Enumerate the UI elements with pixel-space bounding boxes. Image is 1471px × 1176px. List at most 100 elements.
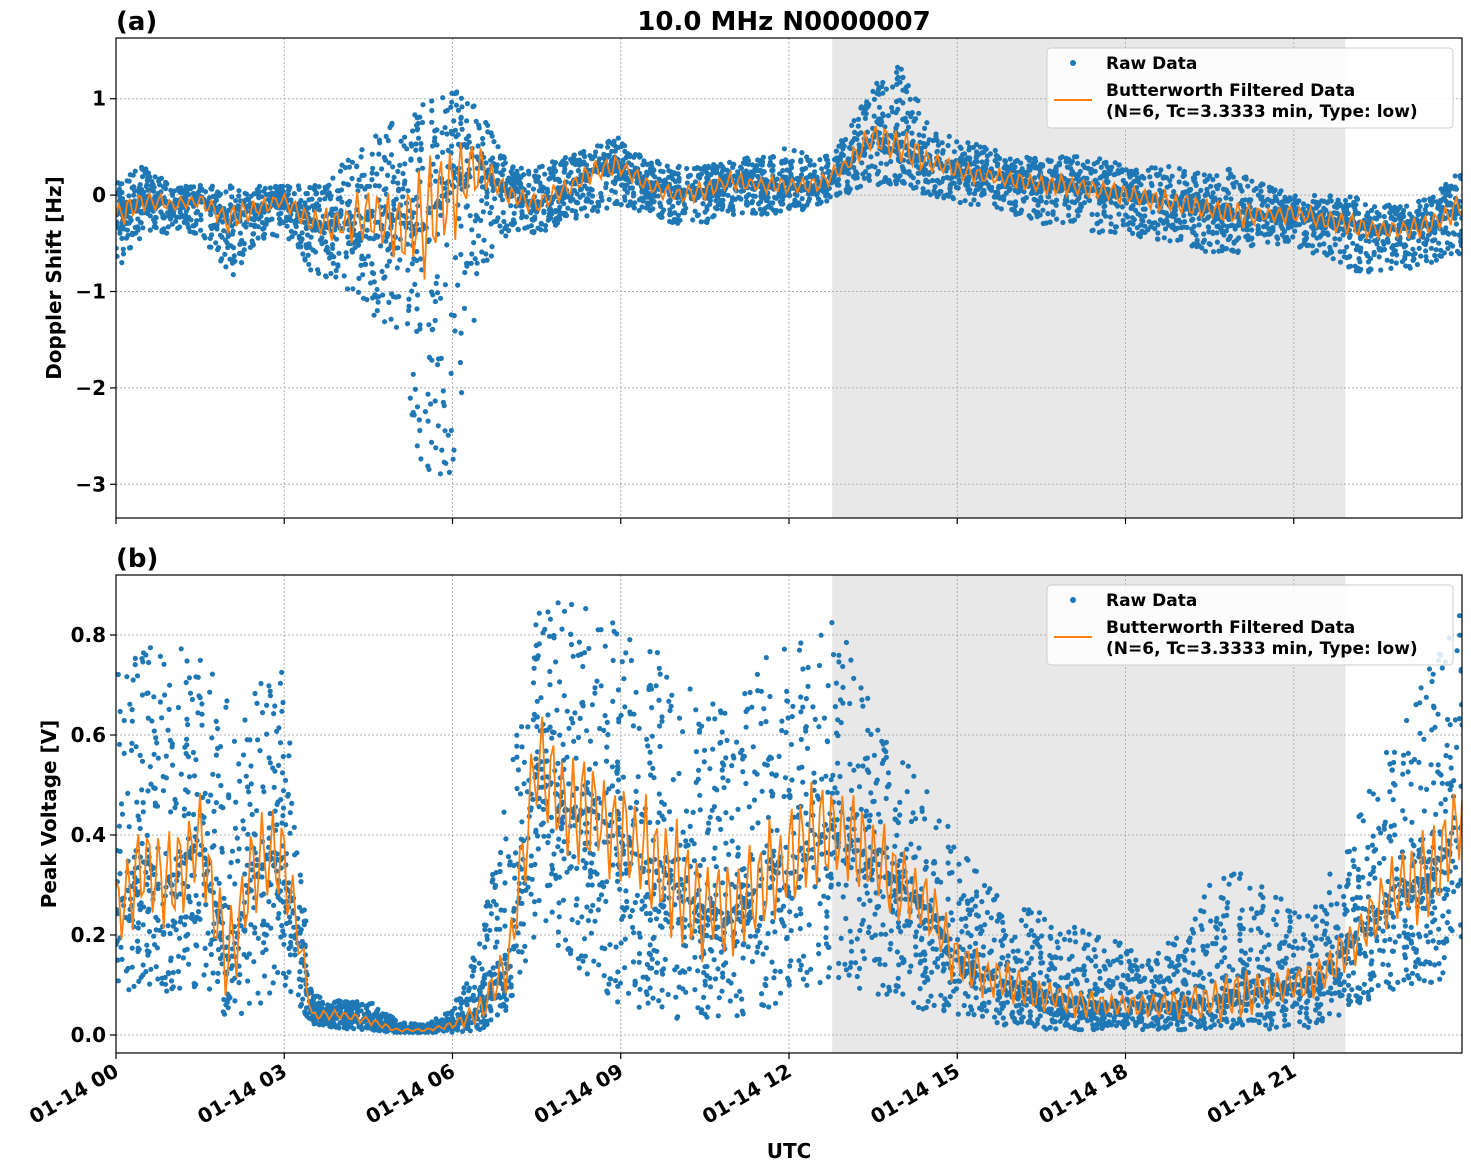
raw-data-point: [1027, 213, 1032, 218]
raw-data-point: [365, 217, 370, 222]
raw-data-point: [489, 205, 494, 210]
raw-data-point: [460, 127, 465, 132]
y-tick-label: −3: [75, 472, 106, 496]
raw-data-point: [993, 158, 998, 163]
raw-data-point: [372, 313, 377, 318]
raw-data-point: [314, 201, 319, 206]
raw-data-point: [1150, 221, 1155, 226]
raw-data-point: [1109, 221, 1114, 226]
raw-data-point: [480, 141, 485, 146]
raw-data-point: [706, 165, 711, 170]
raw-data-point: [416, 136, 421, 141]
raw-data-point: [469, 251, 474, 256]
raw-data-point: [1103, 214, 1108, 219]
raw-data-point: [1440, 230, 1445, 235]
raw-data-point: [1240, 198, 1245, 203]
raw-data-point: [582, 154, 587, 159]
raw-data-point: [449, 100, 454, 105]
raw-data-point: [1280, 232, 1285, 237]
raw-data-point: [572, 152, 577, 157]
raw-data-point: [143, 171, 148, 176]
raw-data-point: [1149, 181, 1154, 186]
raw-data-point: [1070, 219, 1075, 224]
raw-data-point: [1416, 199, 1421, 204]
raw-data-point: [693, 166, 698, 171]
raw-data-point: [613, 143, 618, 148]
raw-data-point: [252, 224, 257, 229]
raw-data-point: [1275, 241, 1280, 246]
raw-data-point: [1004, 191, 1009, 196]
raw-data-point: [937, 180, 942, 185]
raw-data-point: [894, 82, 899, 87]
raw-data-point: [121, 251, 126, 256]
raw-data-point: [630, 185, 635, 190]
raw-data-point: [402, 135, 407, 140]
raw-data-point: [188, 217, 193, 222]
raw-data-point: [443, 461, 448, 466]
raw-data-point: [1328, 193, 1333, 198]
raw-data-point: [649, 161, 654, 166]
raw-data-point: [128, 172, 133, 177]
raw-data-point: [622, 194, 627, 199]
raw-data-point: [1170, 174, 1175, 179]
raw-data-point: [1236, 235, 1241, 240]
raw-data-point: [1431, 238, 1436, 243]
raw-data-point: [1018, 210, 1023, 215]
raw-data-point: [1389, 259, 1394, 264]
raw-data-point: [676, 200, 681, 205]
raw-data-point: [148, 187, 153, 192]
raw-data-point: [684, 166, 689, 171]
raw-data-point: [465, 101, 470, 106]
raw-data-point: [410, 128, 415, 133]
raw-data-point: [402, 179, 407, 184]
raw-data-point: [433, 318, 438, 323]
raw-data-point: [761, 170, 766, 175]
raw-data-point: [409, 289, 414, 294]
raw-data-point: [244, 192, 249, 197]
raw-data-point: [198, 183, 203, 188]
raw-data-point: [408, 158, 413, 163]
raw-data-point: [1247, 197, 1252, 202]
raw-data-point: [148, 228, 153, 233]
raw-data-point: [1109, 200, 1114, 205]
raw-data-point: [1055, 173, 1060, 178]
raw-data-point: [494, 166, 499, 171]
raw-data-point: [369, 177, 374, 182]
raw-data-point: [1403, 263, 1408, 268]
raw-data-point: [690, 217, 695, 222]
raw-data-point: [1173, 212, 1178, 217]
raw-data-point: [519, 166, 524, 171]
raw-data-point: [531, 207, 536, 212]
raw-data-point: [1376, 246, 1381, 251]
raw-data-point: [495, 144, 500, 149]
raw-data-point: [609, 188, 614, 193]
raw-data-point: [444, 242, 449, 247]
raw-data-point: [1378, 268, 1383, 273]
raw-data-point: [1438, 199, 1443, 204]
raw-data-point: [338, 208, 343, 213]
raw-data-point: [495, 215, 500, 220]
raw-data-point: [799, 150, 804, 155]
raw-data-point: [1040, 208, 1045, 213]
raw-data-point: [462, 270, 467, 275]
raw-data-point: [520, 212, 525, 217]
raw-data-point: [405, 268, 410, 273]
raw-data-point: [792, 148, 797, 153]
raw-data-point: [1051, 212, 1056, 217]
raw-data-point: [888, 159, 893, 164]
raw-data-point: [882, 124, 887, 129]
raw-data-point: [930, 178, 935, 183]
raw-data-point: [834, 149, 839, 154]
raw-data-point: [262, 221, 267, 226]
raw-data-point: [995, 163, 1000, 168]
raw-data-point: [917, 132, 922, 137]
raw-data-point: [561, 158, 566, 163]
raw-data-point: [365, 228, 370, 233]
raw-data-point: [1188, 187, 1193, 192]
raw-data-point: [1415, 262, 1420, 267]
raw-data-point: [239, 239, 244, 244]
raw-data-point: [1161, 174, 1166, 179]
raw-data-point: [911, 175, 916, 180]
raw-data-point: [257, 189, 262, 194]
raw-data-point: [1203, 179, 1208, 184]
